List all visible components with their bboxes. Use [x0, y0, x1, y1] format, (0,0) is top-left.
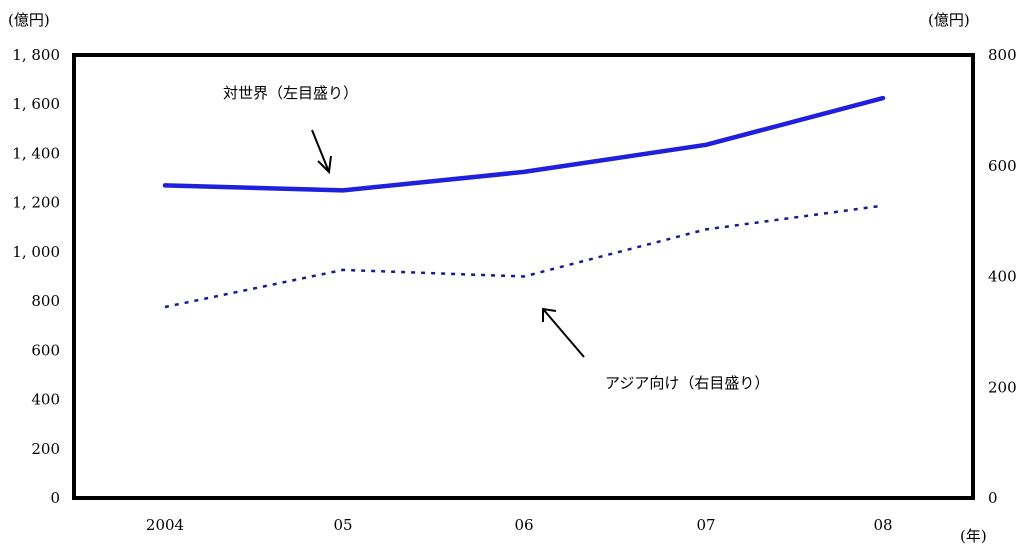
x-axis-unit: (年) [960, 527, 987, 545]
axis-text-layer: 0 200 400 600 800 1, 000 1, 200 1, 400 1, 600 1, … [12, 46, 1016, 534]
x-tick-label: 2004 [146, 516, 184, 534]
left-tick-label: 800 [31, 292, 60, 310]
right-tick-label: 800 [988, 46, 1017, 64]
left-axis-unit: (億円) [8, 11, 50, 29]
left-tick-label: 1, 200 [12, 194, 60, 212]
right-axis-unit: (億円) [928, 11, 970, 29]
right-tick-label: 400 [988, 268, 1017, 286]
series-label-asia: アジア向け（右目盛り） [605, 374, 769, 392]
left-tick-label: 400 [31, 391, 60, 409]
left-tick-label: 0 [50, 489, 60, 507]
series-label-world: 対世界（左目盛り） [223, 84, 358, 102]
arrow-world-annotation [311, 129, 332, 175]
series-line-world [162, 95, 886, 193]
plot-frame [72, 53, 975, 500]
left-tick-label: 1, 000 [12, 243, 60, 261]
left-tick-label: 200 [31, 440, 60, 458]
left-tick-label: 600 [31, 341, 60, 359]
x-tick-label: 07 [696, 516, 715, 534]
right-tick-label: 0 [988, 489, 998, 507]
x-tick-label: 05 [333, 516, 352, 534]
left-tick-label: 1, 600 [12, 95, 60, 113]
right-tick-label: 600 [988, 157, 1017, 175]
series-layer [162, 95, 886, 309]
x-tick-label: 08 [873, 516, 892, 534]
left-tick-label: 1, 800 [12, 46, 60, 64]
x-tick-label: 06 [514, 516, 533, 534]
left-tick-label: 1, 400 [12, 144, 60, 162]
series-line-asia [164, 204, 884, 309]
right-tick-label: 200 [988, 378, 1017, 396]
arrow-asia-annotation [542, 307, 585, 358]
